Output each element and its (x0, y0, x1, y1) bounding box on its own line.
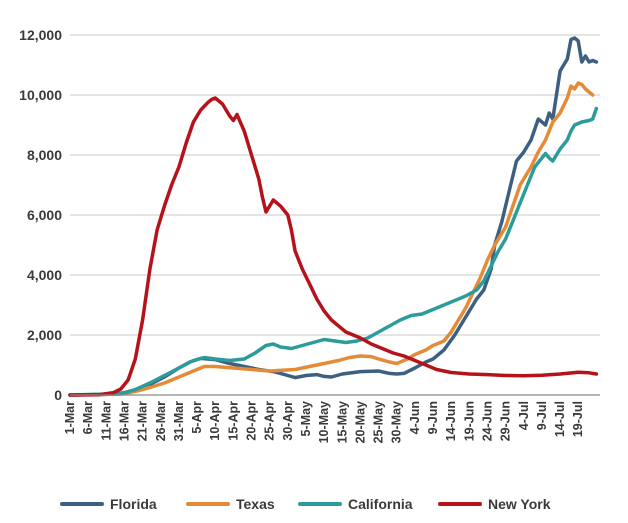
x-tick-label: 9-Jul (535, 401, 549, 430)
x-tick-label: 19-Jun (462, 401, 476, 441)
legend: Florida Texas California New York (60, 496, 551, 512)
x-tick-label: 14-Jun (444, 401, 458, 441)
y-tick-label: 8,000 (27, 147, 62, 163)
legend-item-new-york: New York (438, 496, 551, 512)
series-line-texas (68, 81, 595, 397)
legend-label: Texas (236, 496, 275, 512)
x-tick-label: 6-Mar (81, 401, 95, 434)
series-line-california (68, 106, 599, 397)
series-lines (68, 36, 599, 397)
y-tick-label: 6,000 (27, 207, 62, 223)
x-tick-label: 10-May (317, 401, 331, 443)
y-tick-label: 2,000 (27, 327, 62, 343)
legend-item-florida: Florida (60, 496, 157, 512)
legend-label: Florida (110, 496, 157, 512)
x-tick-label: 11-Mar (99, 401, 113, 441)
x-tick-label: 29-Jun (499, 401, 513, 441)
y-tick-label: 0 (54, 387, 62, 403)
legend-label: New York (488, 496, 551, 512)
x-tick-label: 14-Jul (553, 401, 567, 437)
x-tick-label: 30-May (390, 401, 404, 443)
x-tick-label: 15-Apr (226, 401, 240, 441)
x-axis-ticks: 1-Mar 6-Mar 11-Mar 16-Mar 21-Mar 26-Mar 31-Mar… (63, 401, 585, 444)
x-tick-label: 26-Mar (154, 401, 168, 441)
x-tick-label: 31-Mar (172, 401, 186, 441)
x-tick-label: 30-Apr (281, 401, 295, 441)
legend-label: California (348, 496, 413, 512)
x-tick-label: 24-Jun (481, 401, 495, 441)
y-tick-label: 12,000 (19, 27, 62, 43)
x-tick-label: 1-Mar (63, 401, 77, 434)
x-tick-label: 25-May (372, 401, 386, 443)
series-line-new-york (68, 96, 599, 397)
x-tick-label: 21-Mar (136, 401, 150, 441)
x-tick-label: 10-Apr (208, 401, 222, 441)
x-tick-label: 5-May (299, 401, 313, 436)
x-tick-label: 4-Jul (517, 401, 531, 430)
x-tick-label: 4-Jun (408, 401, 422, 434)
legend-item-texas: Texas (186, 496, 275, 512)
x-tick-label: 16-Mar (118, 401, 132, 441)
x-tick-label: 19-Jul (571, 401, 585, 437)
x-tick-label: 5-Apr (190, 401, 204, 434)
legend-item-california: California (298, 496, 413, 512)
x-tick-label: 9-Jun (426, 401, 440, 434)
gridlines (70, 34, 600, 336)
x-tick-label: 15-May (335, 401, 349, 443)
x-tick-label: 20-May (353, 401, 367, 443)
x-tick-label: 20-Apr (245, 401, 259, 441)
x-tick-label: 25-Apr (263, 401, 277, 441)
y-tick-label: 4,000 (27, 267, 62, 283)
y-tick-label: 10,000 (19, 87, 62, 103)
y-axis-ticks: 0 2,000 4,000 6,000 8,000 10,000 12,000 (19, 27, 62, 403)
